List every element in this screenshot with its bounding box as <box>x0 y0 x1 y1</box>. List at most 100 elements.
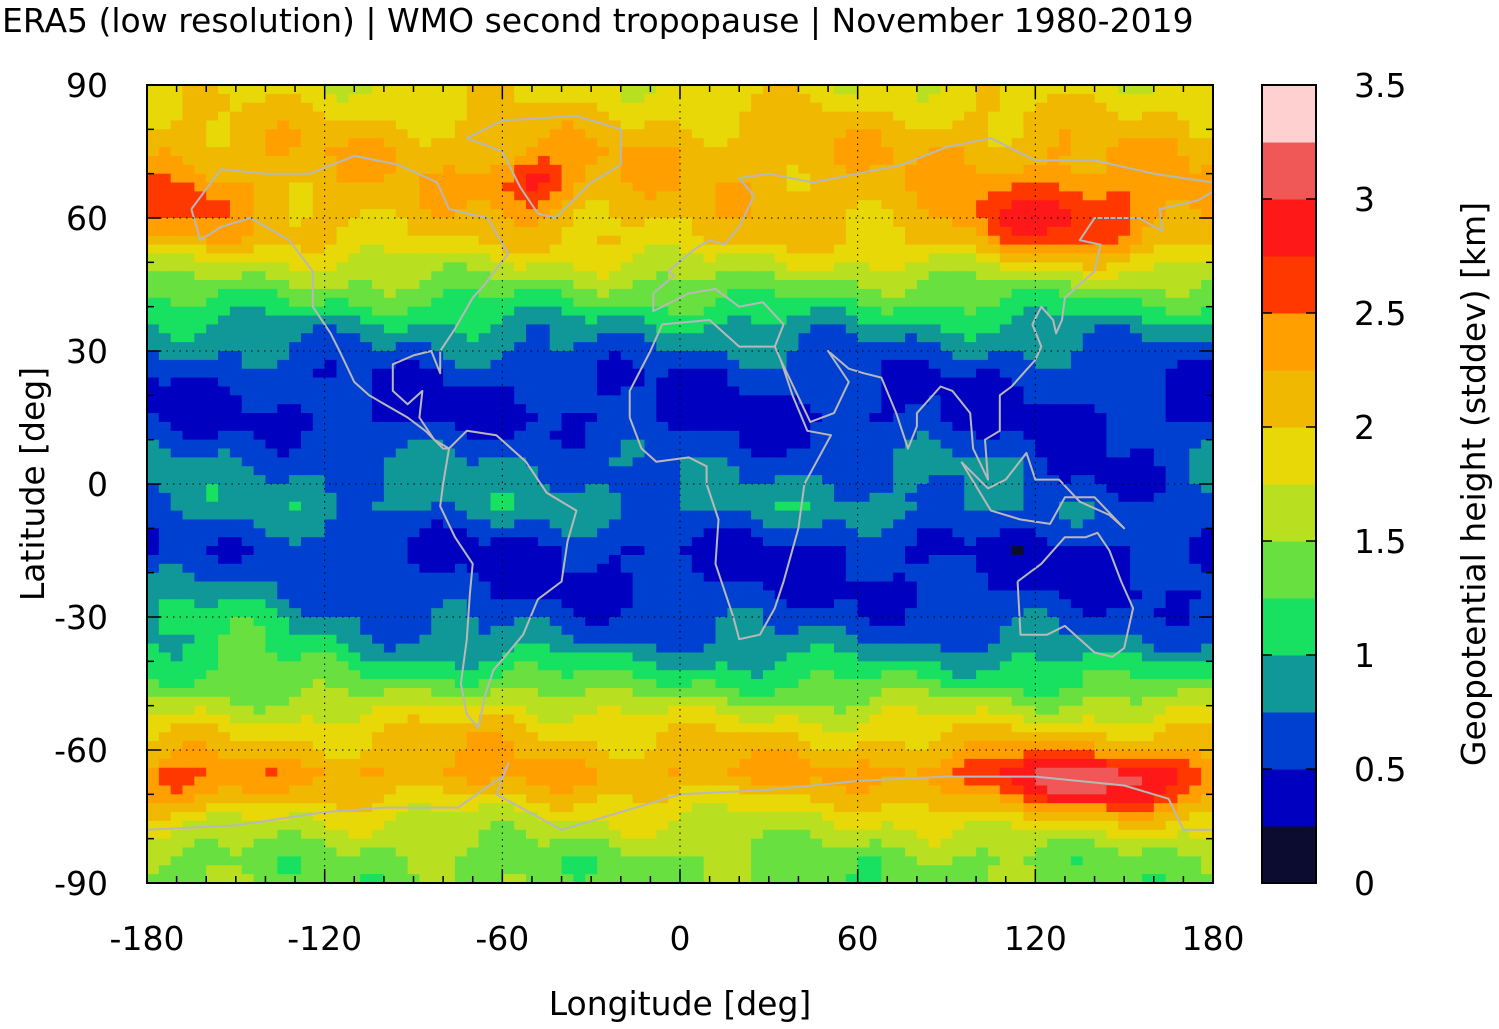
heatmap-cell <box>348 111 361 122</box>
heatmap-cell <box>265 173 278 184</box>
heatmap-cell <box>1189 147 1202 157</box>
heatmap-cell <box>680 466 693 476</box>
heatmap-cell <box>1106 138 1119 148</box>
heatmap-cell <box>857 253 871 263</box>
heatmap-cell <box>810 280 823 290</box>
heatmap-cell <box>774 546 788 556</box>
heatmap-cell <box>739 164 752 175</box>
heatmap-cell <box>561 430 574 441</box>
heatmap-cell <box>940 218 954 228</box>
heatmap-cell <box>916 138 930 148</box>
heatmap-cell <box>656 404 669 414</box>
heatmap-cell <box>857 218 871 228</box>
heatmap-cell <box>170 120 184 130</box>
heatmap-cell <box>182 457 195 467</box>
heatmap-cell <box>1094 466 1107 476</box>
heatmap-cell <box>158 510 172 521</box>
heatmap-cell <box>1165 324 1179 334</box>
heatmap-cell <box>573 572 586 583</box>
heatmap-cell <box>253 297 267 308</box>
heatmap-cell <box>265 546 278 556</box>
heatmap-cell <box>869 430 882 441</box>
heatmap-cell <box>632 306 646 317</box>
heatmap-cell <box>454 413 468 423</box>
heatmap-cell <box>360 333 373 343</box>
heatmap-cell <box>241 510 255 521</box>
heatmap-cell <box>751 235 764 246</box>
heatmap-cell <box>715 475 728 485</box>
heatmap-cell <box>774 138 788 148</box>
heatmap-cell <box>952 421 965 432</box>
heatmap-cell <box>229 386 243 396</box>
heatmap-cell <box>443 306 456 317</box>
heatmap-cell <box>905 457 918 467</box>
heatmap-cell <box>798 315 811 325</box>
heatmap-cell <box>549 147 563 157</box>
heatmap-cell <box>869 324 882 334</box>
heatmap-cell <box>751 554 764 565</box>
heatmap-cell <box>1201 138 1214 148</box>
heatmap-cell <box>798 93 811 104</box>
heatmap-cell <box>1165 244 1179 255</box>
heatmap-cell <box>1141 315 1155 325</box>
heatmap-cell <box>514 359 527 370</box>
heatmap-cell <box>620 120 634 130</box>
heatmap-cell <box>608 413 622 423</box>
heatmap-cell <box>502 191 515 201</box>
heatmap-cell <box>1118 501 1131 512</box>
heatmap-cell <box>573 492 586 503</box>
heatmap-cell <box>336 138 349 148</box>
heatmap-cell <box>526 475 539 485</box>
heatmap-cell <box>289 519 302 529</box>
heatmap-cell <box>443 546 456 556</box>
heatmap-cell <box>893 466 906 476</box>
heatmap-cell <box>348 164 361 175</box>
heatmap-cell <box>916 342 930 352</box>
heatmap-cell <box>916 111 930 122</box>
heatmap-cell <box>916 324 930 334</box>
heatmap-cell <box>1070 342 1084 352</box>
heatmap-cell <box>999 501 1013 512</box>
heatmap-cell <box>407 457 421 467</box>
heatmap-cell <box>407 413 421 423</box>
heatmap-cell <box>632 235 646 246</box>
heatmap-cell <box>407 528 421 538</box>
heatmap-cell <box>1035 519 1048 529</box>
heatmap-cell <box>585 484 598 494</box>
heatmap-cell <box>620 324 634 334</box>
heatmap-cell <box>419 271 432 281</box>
heatmap-cell <box>502 439 515 450</box>
heatmap-cell <box>372 510 385 521</box>
heatmap-cell <box>916 546 930 556</box>
heatmap-cell <box>632 333 646 343</box>
heatmap-cell <box>644 484 657 494</box>
heatmap-cell <box>857 182 871 192</box>
heatmap-cell <box>431 377 444 388</box>
heatmap-cell <box>881 439 894 450</box>
heatmap-cell <box>940 288 954 299</box>
heatmap-cell <box>241 395 255 405</box>
heatmap-cell <box>1189 439 1202 450</box>
heatmap-cell <box>585 368 598 379</box>
heatmap-cell <box>691 253 705 263</box>
heatmap-cell <box>277 306 290 317</box>
heatmap-cell <box>786 528 800 538</box>
heatmap-cell <box>739 306 752 317</box>
heatmap-cell <box>336 120 349 130</box>
heatmap-cell <box>668 342 681 352</box>
heatmap-cell <box>443 395 456 405</box>
heatmap-cell <box>324 404 338 414</box>
heatmap-cell <box>1141 457 1155 467</box>
heatmap-cell <box>194 563 207 574</box>
heatmap-cell <box>241 164 255 175</box>
heatmap-cell <box>526 182 539 192</box>
heatmap-cell <box>383 501 397 512</box>
heatmap-cell <box>774 306 788 317</box>
heatmap-cell <box>372 182 385 192</box>
heatmap-cell <box>632 563 646 574</box>
heatmap-cell <box>158 386 172 396</box>
heatmap-cell <box>987 333 1001 343</box>
heatmap-cell <box>431 297 444 308</box>
heatmap-cell <box>1177 510 1190 521</box>
heatmap-cell <box>668 209 681 219</box>
